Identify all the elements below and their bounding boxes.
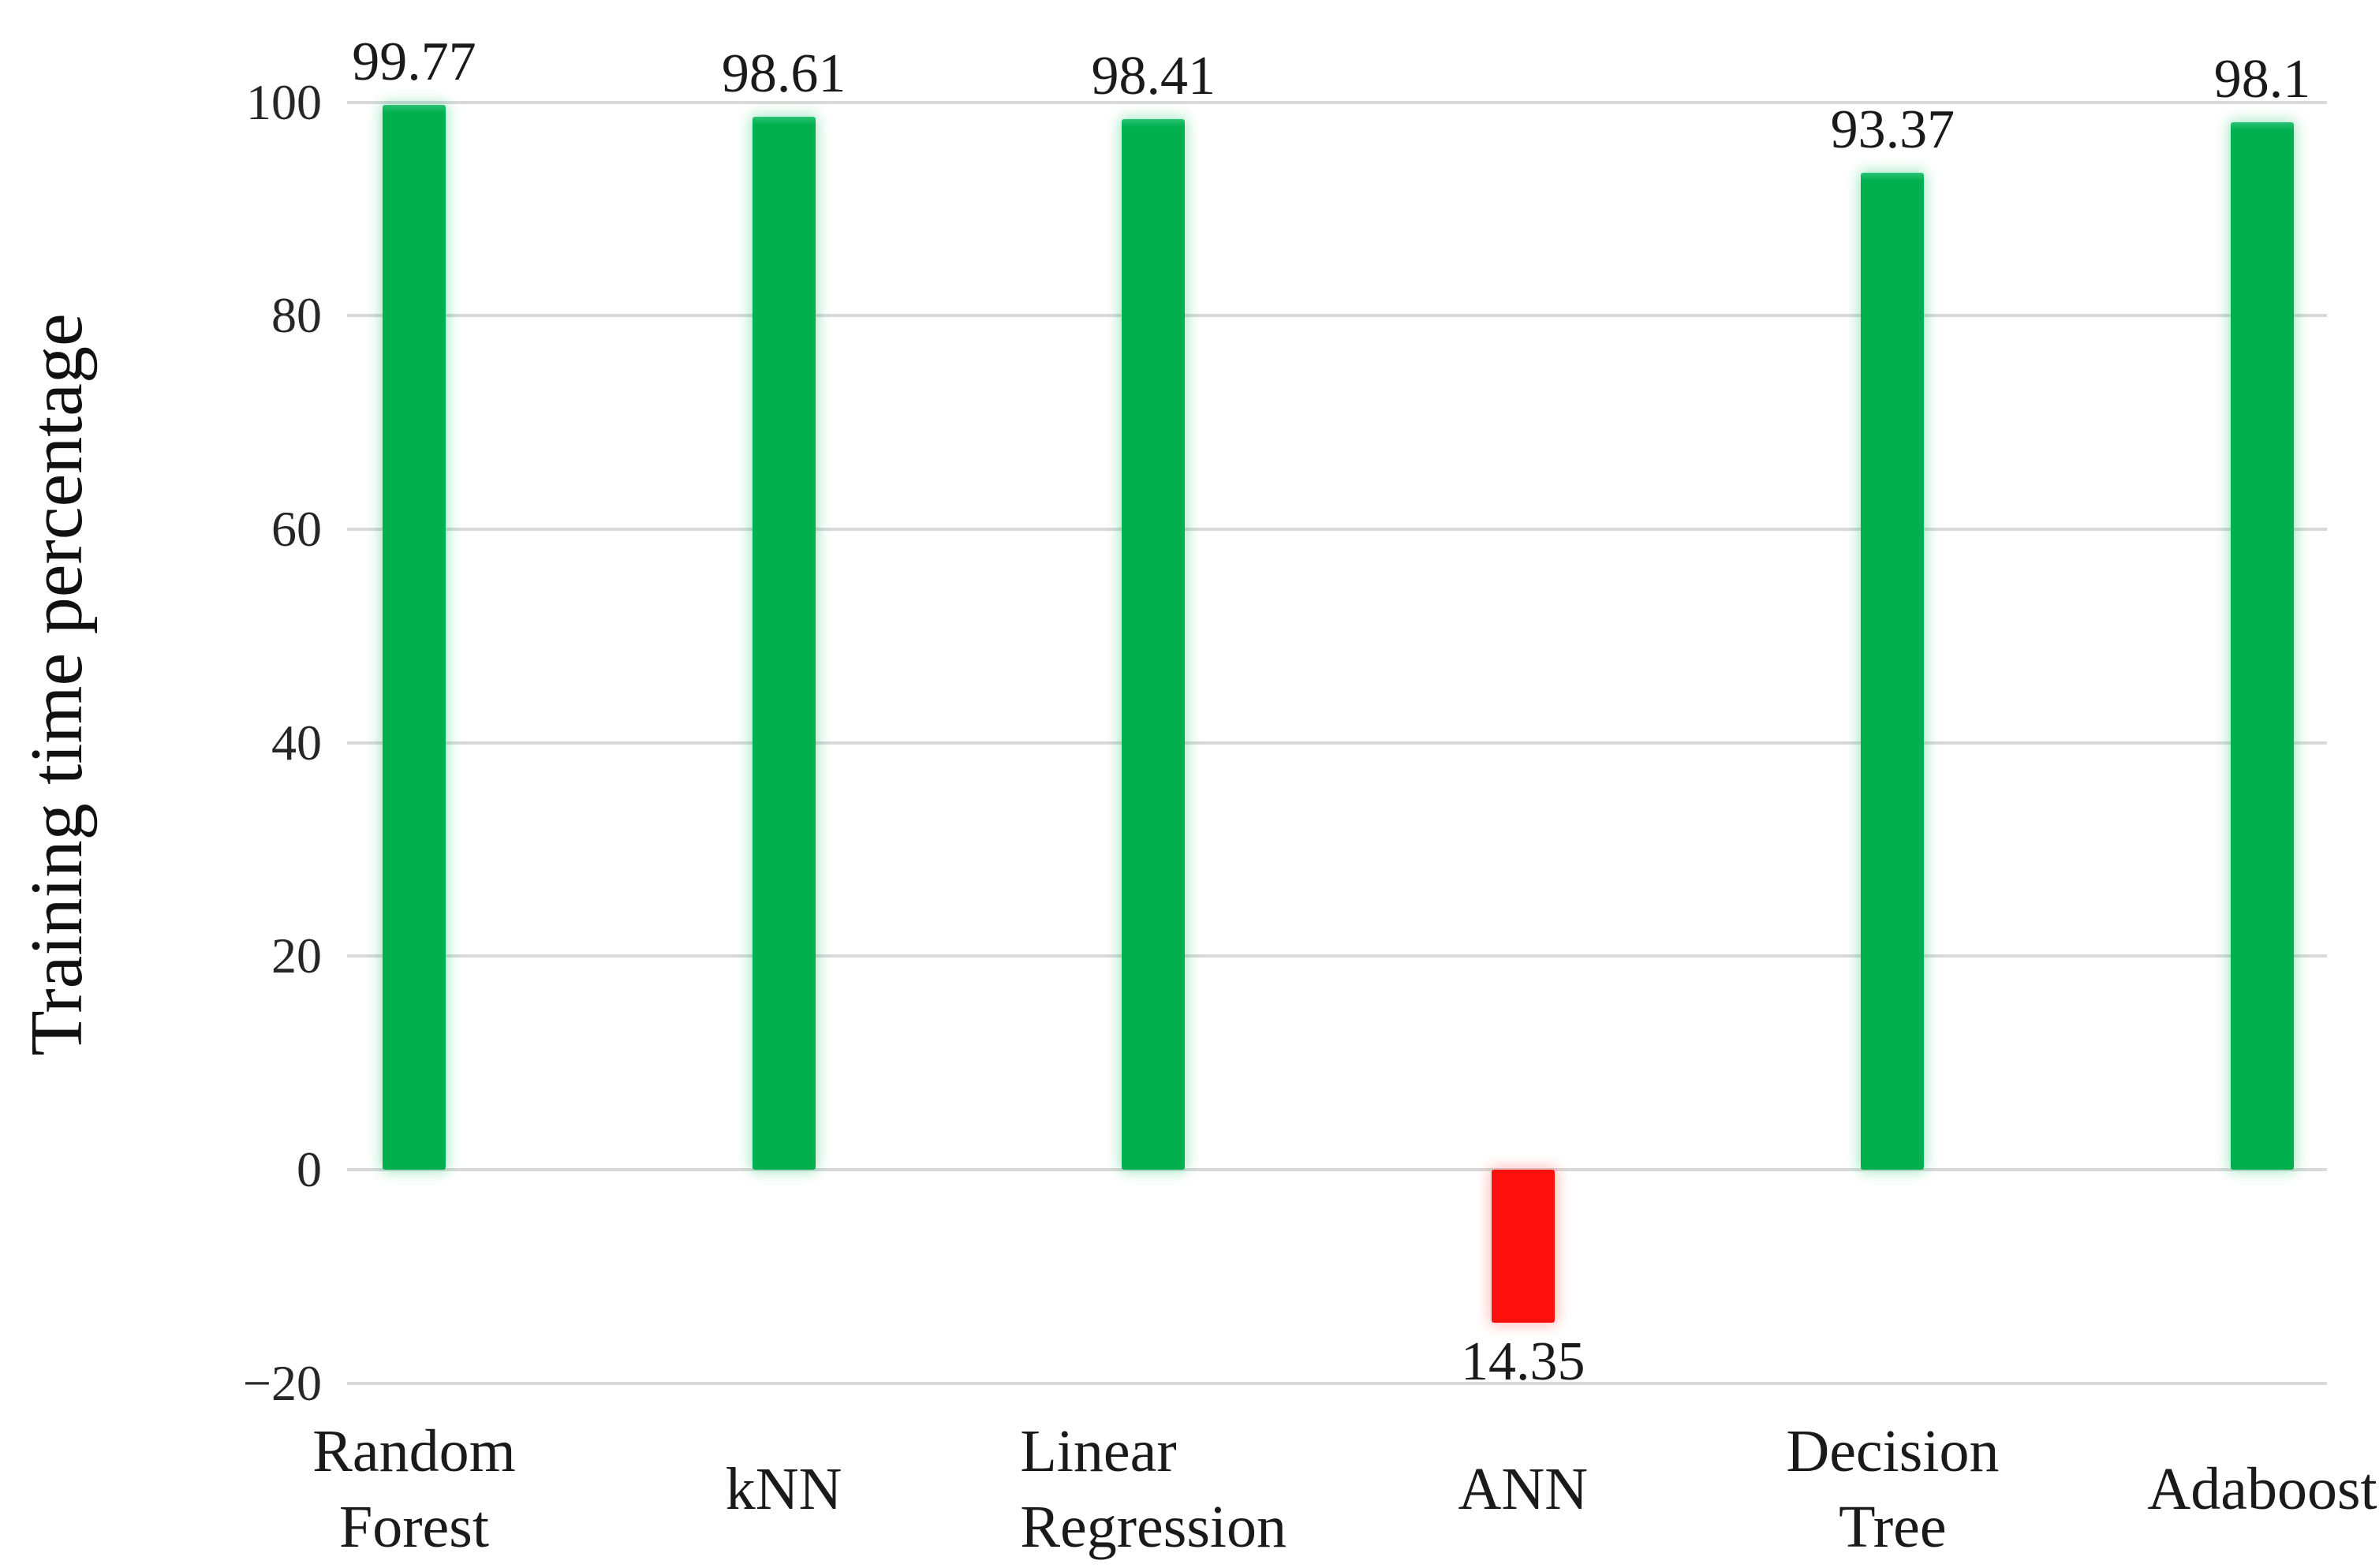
bar-decision-tree xyxy=(1861,173,1925,1170)
bar-adaboost xyxy=(2231,122,2294,1170)
gridline-80 xyxy=(347,314,2327,318)
x-category-label: kNN xyxy=(725,1456,842,1522)
gridline-100 xyxy=(347,100,2327,104)
bar-knn xyxy=(752,117,816,1170)
gridline-0 xyxy=(347,1168,2327,1171)
y-tick-label-80: 80 xyxy=(271,287,322,344)
bar-ann xyxy=(1491,1170,1555,1323)
y-axis-title: Training time percentage xyxy=(16,313,98,1056)
gridline-60 xyxy=(347,527,2327,531)
x-category-label: ANN xyxy=(1458,1456,1589,1522)
x-category-label-cell: Decision Tree xyxy=(1707,1410,2078,1568)
y-tick-label-60: 60 xyxy=(271,500,322,557)
bar-value-label: 99.77 xyxy=(352,31,476,92)
gridline--20 xyxy=(347,1381,2327,1385)
bar-value-label: 98.41 xyxy=(1091,46,1216,107)
x-category-label-cell: Linear Regression xyxy=(968,1410,1339,1568)
x-category-label: Adaboost xyxy=(2147,1456,2377,1522)
bar-linear-regression xyxy=(1122,119,1186,1170)
x-category-label-cell: Adaboost xyxy=(2077,1410,2379,1568)
y-tick-label-20: 20 xyxy=(271,928,322,984)
bar-random-forest xyxy=(383,104,446,1170)
x-category-label: Decision Tree xyxy=(1786,1418,2000,1560)
y-tick-label-0: 0 xyxy=(297,1141,322,1197)
bar-value-label: 93.37 xyxy=(1830,99,1955,161)
bar-value-label: 98.61 xyxy=(721,43,846,105)
x-category-label: Linear Regression xyxy=(1020,1418,1287,1560)
y-tick-label-40: 40 xyxy=(271,714,322,771)
bar-value-label: 98.1 xyxy=(2213,49,2311,110)
y-tick-label-100: 100 xyxy=(246,73,322,130)
x-category-label-cell: ANN xyxy=(1338,1410,1709,1568)
y-tick-label--20: −20 xyxy=(242,1354,322,1411)
gridline-20 xyxy=(347,954,2327,958)
gridline-40 xyxy=(347,741,2327,745)
x-category-label-cell: kNN xyxy=(599,1410,969,1568)
x-category-label-cell: Random Forest xyxy=(229,1410,599,1568)
x-category-label: Random Forest xyxy=(312,1418,516,1560)
bar-value-label: 14.35 xyxy=(1461,1331,1585,1393)
